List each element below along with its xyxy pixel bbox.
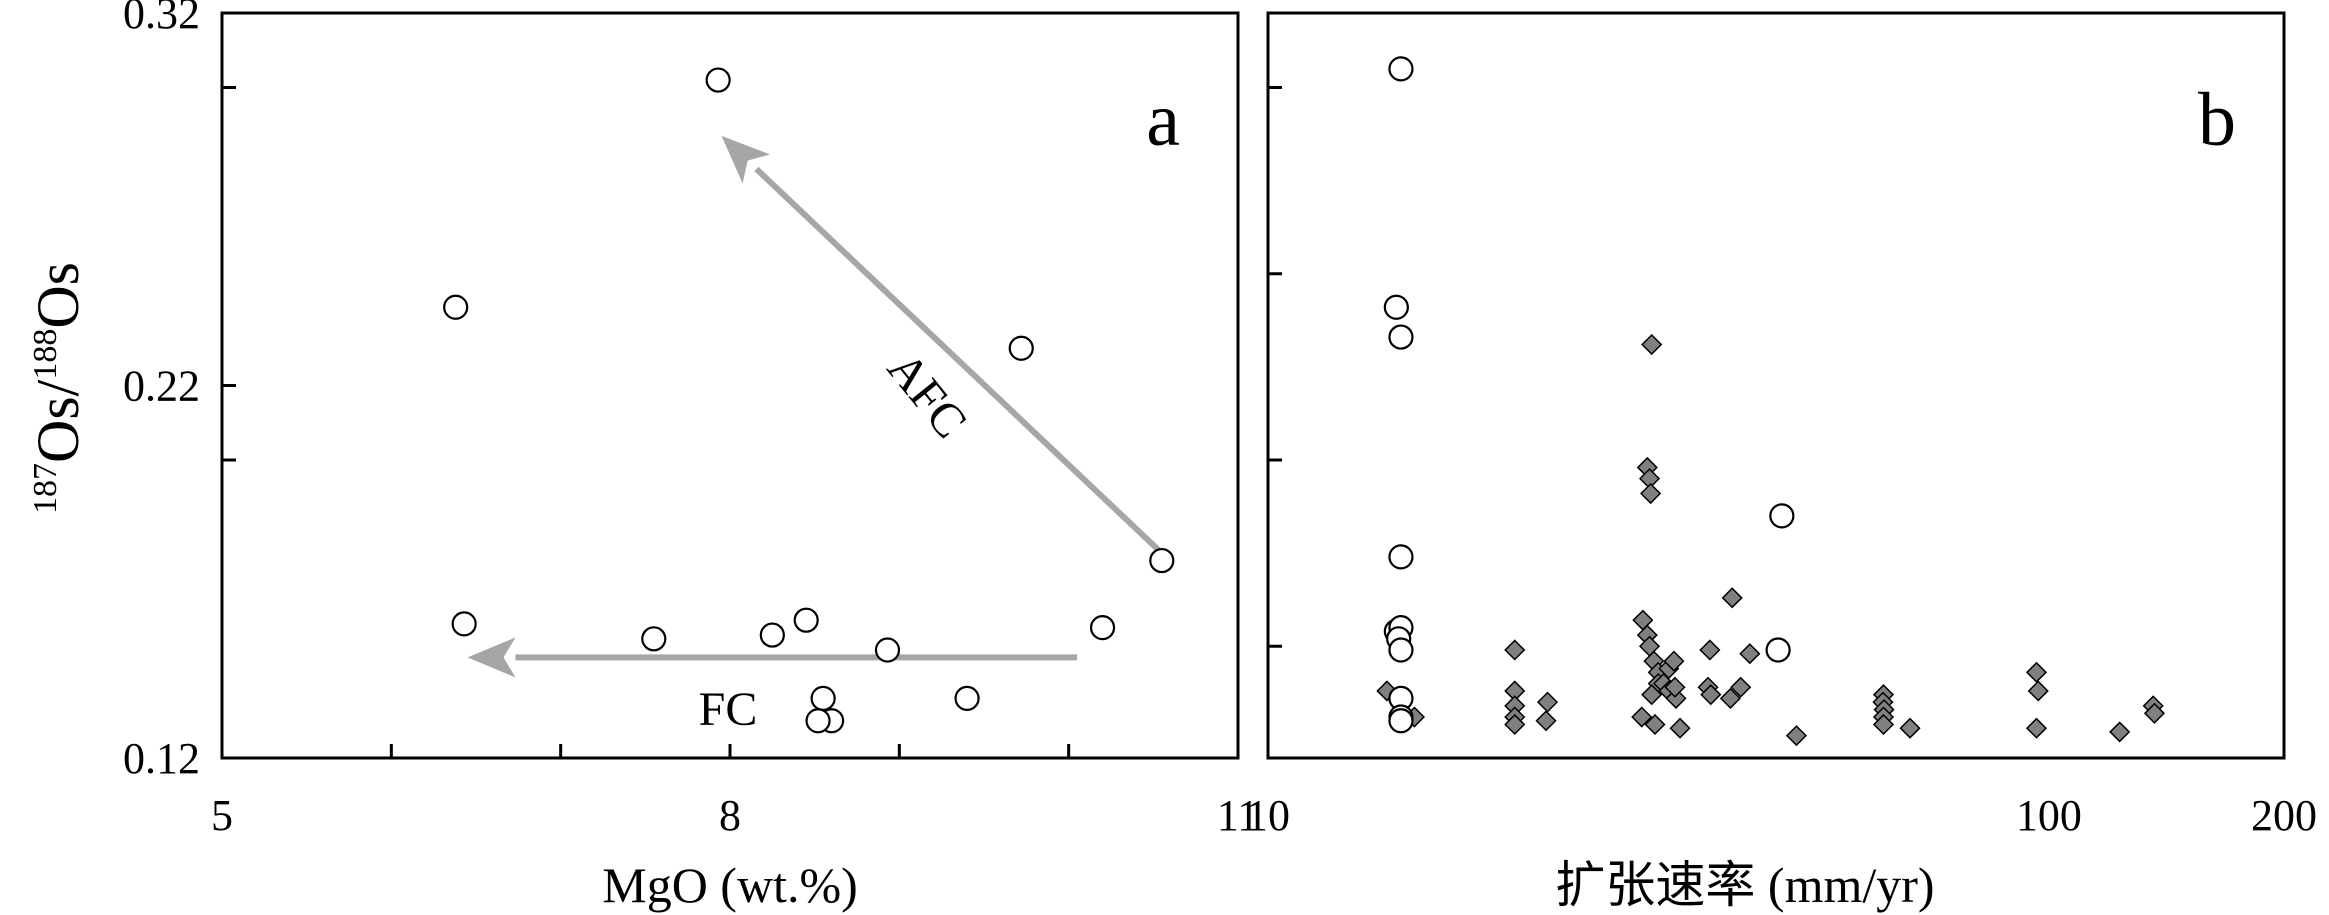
data-point-circle (759, 622, 785, 648)
panel-b-letter: b (2198, 78, 2236, 162)
data-point-diamond (1699, 639, 1721, 661)
afc-arrow-shaft (754, 166, 1164, 556)
x-tick-label: 8 (719, 791, 741, 840)
y-axis-title-part1: Os/ (25, 379, 91, 463)
panel-b-frame (1266, 11, 2286, 760)
data-point-circle (1149, 547, 1175, 574)
panel-a-xlabel: MgO (wt.%) (602, 857, 858, 913)
data-point-diamond (2027, 680, 2049, 702)
fc-label: FC (699, 683, 758, 736)
panel-a-ticks: 0.32 0.22 0.125 8 11 (123, 0, 1259, 840)
data-point-diamond (2025, 717, 2048, 739)
data-point-circle (1388, 324, 1414, 350)
panel-a-points (443, 67, 1175, 734)
data-point-circle (1388, 56, 1414, 82)
y-tick-label: 0.12 (123, 734, 200, 783)
x-tick-label: 100 (2016, 791, 2082, 840)
data-point-circle (1008, 335, 1034, 361)
data-point-diamond (1644, 713, 1666, 736)
data-point-circle (1769, 503, 1795, 529)
data-point-circle (451, 611, 477, 637)
data-point-diamond (1504, 713, 1526, 736)
y-axis-title-sup1: 187 (27, 463, 64, 514)
data-point-diamond (1721, 587, 1743, 609)
y-tick-label: 0.32 (123, 0, 200, 38)
data-point-diamond (1640, 482, 1662, 505)
data-point-circle (443, 294, 469, 320)
data-point-circle (1089, 615, 1116, 641)
data-point-diamond (1664, 676, 1686, 698)
data-point-diamond (1669, 717, 1691, 739)
data-point-circle (705, 67, 731, 93)
y-axis-title-part2: Os (25, 262, 91, 329)
data-point-diamond (1641, 333, 1663, 356)
data-point-diamond (1730, 676, 1752, 698)
data-point-diamond (2109, 721, 2131, 743)
data-point-diamond (1739, 643, 1761, 665)
data-point-circle (805, 708, 831, 734)
data-point-diamond (2025, 661, 2048, 683)
x-tick-label: 11 (1217, 791, 1259, 840)
data-point-diamond (1631, 706, 1653, 728)
data-point-diamond (1504, 639, 1526, 661)
data-point-diamond (1719, 687, 1742, 709)
panel-a-letter: a (1146, 78, 1180, 162)
panel-b-ticks: 10 100 200 (1246, 86, 2317, 840)
data-point-diamond (1663, 650, 1685, 672)
data-point-circle (641, 626, 667, 652)
data-point-diamond (1872, 713, 1895, 736)
data-point-circle (810, 685, 836, 712)
y-axis-title-sup2: 188 (27, 329, 64, 380)
y-axis-title: 187Os/188Os (25, 262, 91, 514)
data-point-circle (874, 637, 901, 663)
data-point-circle (954, 685, 980, 712)
data-point-circle (1388, 544, 1414, 570)
data-point-circle (1383, 294, 1409, 320)
panel-b-points (1376, 56, 2166, 747)
y-tick-label: 0.22 (123, 362, 200, 411)
data-point-diamond (1641, 684, 1663, 706)
x-tick-label: 5 (211, 791, 233, 840)
data-point-diamond (1785, 725, 1808, 747)
data-point-diamond (1535, 710, 1557, 732)
data-point-circle (793, 607, 819, 633)
x-tick-label: 10 (1246, 791, 1290, 840)
panel-a-arrows (467, 135, 1164, 678)
data-point-diamond (1536, 691, 1559, 713)
fc-arrow-head (467, 637, 516, 678)
data-point-diamond (1899, 717, 1921, 739)
data-point-circle (1388, 637, 1414, 663)
afc-arrow-head (721, 135, 771, 184)
x-tick-label: 200 (2251, 791, 2317, 840)
data-point-diamond (2143, 702, 2166, 724)
data-point-diamond (1700, 684, 1722, 706)
data-point-circle (1765, 637, 1791, 663)
panel-b-xlabel: 扩张速率 (mm/yr) (1555, 857, 1934, 913)
data-point-circle (1388, 708, 1414, 734)
